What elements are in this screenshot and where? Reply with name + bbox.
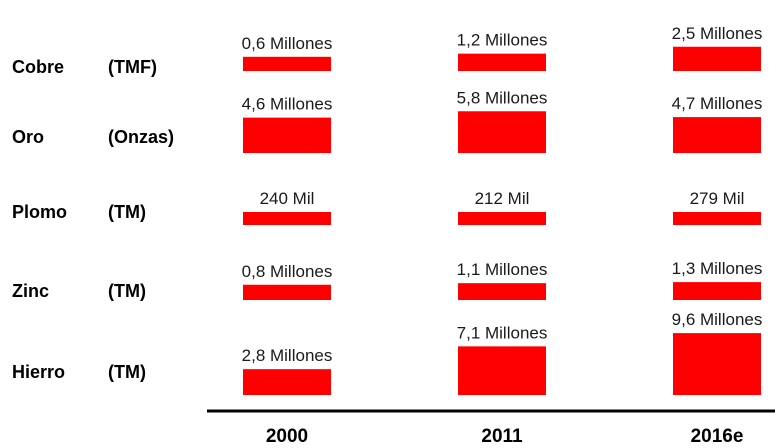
data-label: 4,6 Millones (242, 95, 333, 114)
data-label: 9,6 Millones (672, 310, 763, 329)
bar (458, 53, 546, 71)
bar (673, 117, 761, 153)
row-label-unit: (TM) (108, 202, 146, 222)
row-label-metal: Plomo (12, 202, 67, 222)
bar (458, 283, 546, 300)
x-tick-label: 2016e (691, 426, 744, 447)
data-label: 0,6 Millones (242, 34, 333, 53)
data-label: 0,8 Millones (242, 262, 333, 281)
bar (243, 369, 331, 395)
row-label-metal: Cobre (12, 57, 64, 77)
bar (243, 212, 331, 225)
data-label: 1,3 Millones (672, 259, 763, 278)
bar (243, 117, 331, 153)
bar (243, 284, 331, 300)
data-label: 212 Mil (475, 189, 530, 208)
row-zinc: Zinc (TM) 0,8 Millones 1,1 Millones 1,3 Mill… (12, 259, 762, 301)
row-label-unit: (TM) (108, 362, 146, 382)
row-oro: Oro (Onzas) 4,6 Millones 5,8 Millones 4,7 Mi… (12, 88, 762, 153)
data-label: 1,1 Millones (457, 260, 548, 279)
bar (673, 333, 761, 395)
x-tick-label: 2000 (266, 426, 308, 447)
bar (458, 346, 546, 395)
row-plomo: Plomo (TM) 240 Mil 212 Mil 279 Mil (12, 189, 761, 225)
bar (673, 46, 761, 71)
data-label: 279 Mil (690, 189, 745, 208)
data-label: 240 Mil (260, 189, 315, 208)
data-label: 1,2 Millones (457, 31, 548, 50)
bar (673, 282, 761, 300)
data-label: 7,1 Millones (457, 323, 548, 342)
row-cobre: Cobre (TMF) 0,6 Millones 1,2 Millones 2,5 Mi… (12, 24, 762, 77)
row-label-unit: (TM) (108, 281, 146, 301)
data-label: 4,7 Millones (672, 94, 763, 113)
data-label: 2,8 Millones (242, 346, 333, 365)
bar (458, 111, 546, 153)
bar (458, 212, 546, 225)
row-label-metal: Hierro (12, 362, 65, 382)
data-label: 2,5 Millones (672, 24, 763, 43)
bar (243, 56, 331, 71)
data-label: 5,8 Millones (457, 88, 548, 107)
x-tick-label: 2011 (481, 426, 523, 447)
row-hierro: Hierro (TM) 2,8 Millones 7,1 Millones 9,6 Mi… (12, 310, 762, 395)
row-label-unit: (Onzas) (108, 127, 174, 147)
row-label-unit: (TMF) (108, 57, 157, 77)
row-label-metal: Oro (12, 127, 44, 147)
bar (673, 212, 761, 225)
row-label-metal: Zinc (12, 281, 49, 301)
